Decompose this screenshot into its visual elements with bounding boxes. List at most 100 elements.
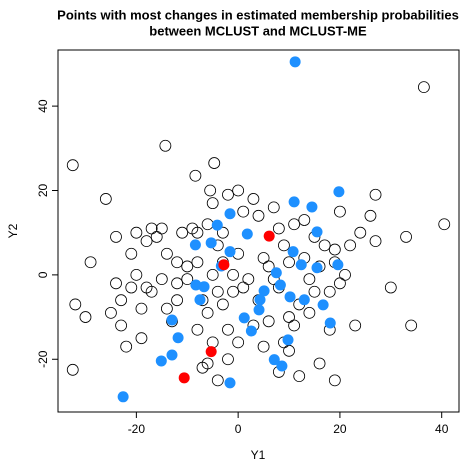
point [306,201,318,213]
point [332,259,344,271]
point [247,193,260,205]
point [125,247,138,260]
point [333,186,345,198]
point [166,349,178,361]
point [364,209,377,222]
point [257,252,270,264]
point [400,231,412,243]
point [150,231,163,243]
chart-title: Points with most changes in estimated me… [57,7,459,22]
point [117,391,129,403]
point [311,226,323,238]
point [274,279,286,291]
point [227,268,239,281]
point [181,260,194,273]
point [252,209,265,222]
point [198,281,210,293]
point [79,311,92,323]
point [262,315,275,328]
y-tick-label: 20 [36,184,50,198]
y-tick-label: -20 [36,350,50,368]
point [166,314,178,326]
point [313,357,326,370]
point [245,325,257,337]
point [125,281,138,294]
point [66,159,79,172]
point [289,56,301,68]
point [328,243,341,256]
point [130,268,143,281]
point [206,336,219,349]
point [224,377,236,389]
y-axis-label: Y2 [6,223,20,238]
point [232,184,245,197]
point [334,277,346,290]
point [369,188,382,201]
chart-title: between MCLUST and MCLUST-ME [149,23,367,38]
point [263,230,275,242]
point [258,285,270,297]
point [69,298,82,311]
point [323,285,336,298]
point [369,235,382,248]
point [201,357,214,370]
point [191,323,204,336]
x-tick-label: 40 [435,422,449,436]
point [328,374,341,387]
point [201,218,214,231]
point [417,81,430,94]
point [303,273,316,285]
point [66,363,79,376]
point [189,239,201,251]
point [237,281,250,294]
point [171,256,183,269]
point [216,298,229,311]
point [181,273,194,285]
point [344,239,356,252]
point [206,268,219,281]
plot-box [57,49,460,413]
point [155,355,167,367]
point [241,228,253,240]
x-axis-label: Y1 [251,448,266,462]
point [206,197,219,210]
point [287,246,299,258]
point [178,372,190,384]
point [120,340,133,353]
point [339,268,351,281]
point [283,311,295,323]
point [211,219,223,231]
point [224,208,236,220]
y-tick-label: 0 [36,271,50,278]
point [115,319,128,332]
point [135,332,148,345]
point [222,353,234,366]
point [211,285,224,298]
point [438,218,451,231]
point [135,302,148,315]
point [283,344,295,357]
point [324,317,336,329]
point [204,184,217,197]
point [262,260,275,273]
point [232,336,245,349]
point [288,218,301,231]
point [237,205,250,218]
point [298,294,310,306]
point [283,256,295,269]
point [282,334,294,346]
point [155,273,168,285]
point [349,319,362,332]
point [145,222,158,235]
point [267,201,280,214]
point [276,360,288,372]
point [284,291,296,303]
point [171,277,183,290]
point [268,354,280,366]
point [288,319,301,332]
x-tick-label: 20 [333,422,347,436]
point [159,139,172,152]
point [253,304,265,316]
point [194,294,206,306]
point [272,222,285,235]
